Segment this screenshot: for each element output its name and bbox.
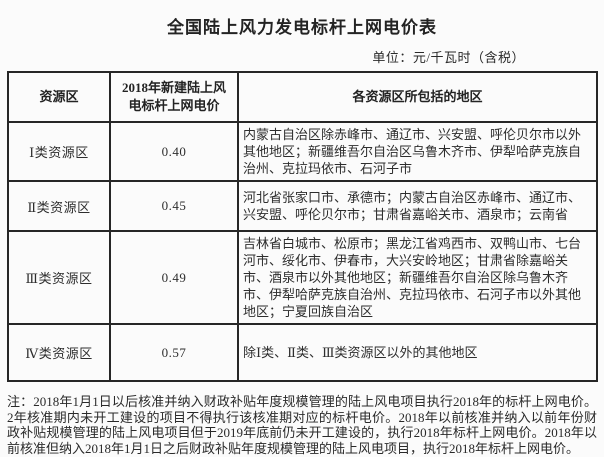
col-header-areas: 各资源区所包括的地区 [237, 71, 598, 123]
areas-cell: 内蒙古自治区除赤峰市、通辽市、兴安盟、呼伦贝尔市以外其他地区；新疆维吾尔自治区乌… [237, 121, 598, 182]
col-header-region: 资源区 [7, 71, 111, 123]
areas-cell: 除Ⅰ类、Ⅱ类、Ⅲ类资源区以外的其他地区 [237, 323, 598, 382]
price-cell: 0.49 [109, 230, 239, 325]
price-cell: 0.45 [109, 180, 239, 232]
region-cell: Ⅳ类资源区 [7, 323, 111, 382]
table-row: Ⅰ类资源区 0.40 内蒙古自治区除赤峰市、通辽市、兴安盟、呼伦贝尔市以外其他地… [7, 121, 598, 182]
price-cell: 0.40 [109, 121, 239, 182]
region-cell: Ⅲ类资源区 [7, 230, 111, 325]
page-title: 全国陆上风力发电标杆上网电价表 [167, 18, 437, 37]
region-cell: Ⅱ类资源区 [7, 180, 111, 232]
tariff-table: 资源区 2018年新建陆上风电标杆上网电价 各资源区所包括的地区 Ⅰ类资源区 0… [7, 71, 598, 382]
areas-cell: 吉林省白城市、松原市；黑龙江省鸡西市、双鸭山市、七台河市、绥化市、伊春市，大兴安… [237, 230, 598, 325]
col-header-price: 2018年新建陆上风电标杆上网电价 [109, 71, 239, 123]
unit-label: 单位：元/千瓦时（含税） [372, 50, 525, 65]
table-row: Ⅲ类资源区 0.49 吉林省白城市、松原市；黑龙江省鸡西市、双鸭山市、七台河市、… [7, 230, 598, 325]
table-header-row: 资源区 2018年新建陆上风电标杆上网电价 各资源区所包括的地区 [7, 71, 598, 123]
table-row: Ⅳ类资源区 0.57 除Ⅰ类、Ⅱ类、Ⅲ类资源区以外的其他地区 [7, 323, 598, 382]
areas-cell: 河北省张家口市、承德市；内蒙古自治区赤峰市、通辽市、兴安盟、呼伦贝尔市；甘肃省嘉… [237, 180, 598, 232]
document-page: 全国陆上风力发电标杆上网电价表 单位：元/千瓦时（含税） 资源区 2018年新建… [7, 18, 598, 456]
footnote: 注：2018年1月1日以后核准并纳入财政补贴年度规模管理的陆上风电项目执行201… [7, 394, 597, 457]
region-cell: Ⅰ类资源区 [7, 121, 111, 182]
price-cell: 0.57 [109, 323, 239, 382]
table-row: Ⅱ类资源区 0.45 河北省张家口市、承德市；内蒙古自治区赤峰市、通辽市、兴安盟… [7, 180, 598, 232]
